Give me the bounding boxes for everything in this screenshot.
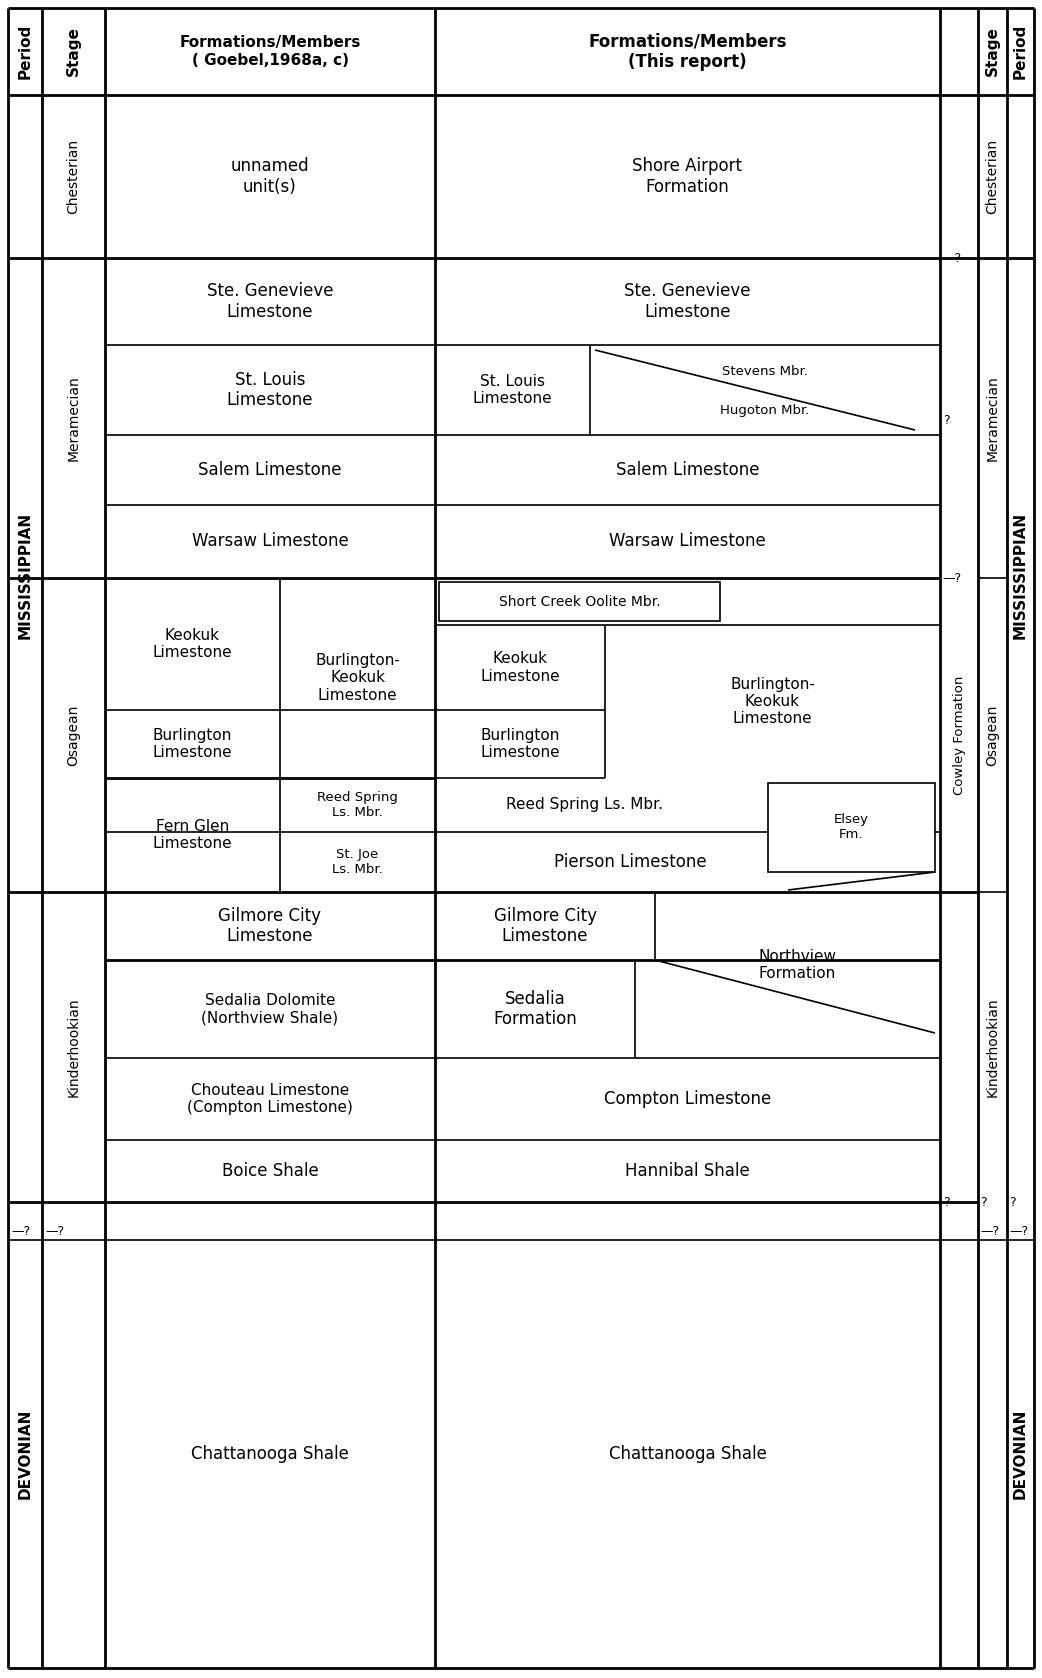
Text: Sedalia
Formation: Sedalia Formation [493,990,577,1029]
Text: Shore Airport
Formation: Shore Airport Formation [632,158,743,196]
Text: Gilmore City
Limestone: Gilmore City Limestone [219,906,322,945]
Text: DEVONIAN: DEVONIAN [1013,1410,1028,1498]
Text: Pierson Limestone: Pierson Limestone [553,852,706,871]
Text: Salem Limestone: Salem Limestone [616,461,760,478]
Text: unnamed
unit(s): unnamed unit(s) [230,158,309,196]
Text: Stage: Stage [66,27,81,77]
Text: Compton Limestone: Compton Limestone [604,1091,771,1107]
Text: Hannibal Shale: Hannibal Shale [625,1161,750,1180]
Text: Chattanooga Shale: Chattanooga Shale [191,1445,349,1463]
Text: Northview
Formation: Northview Formation [759,948,837,982]
Text: Period: Period [18,23,32,79]
Text: Warsaw Limestone: Warsaw Limestone [192,532,348,550]
Text: ?: ? [1009,1195,1016,1208]
Text: Burlington
Limestone: Burlington Limestone [153,728,232,760]
Text: Gilmore City
Limestone: Gilmore City Limestone [494,906,596,945]
Text: Kinderhookian: Kinderhookian [67,997,80,1097]
Text: Chesterian: Chesterian [67,139,80,215]
Text: St. Joe
Ls. Mbr.: St. Joe Ls. Mbr. [332,847,382,876]
Text: ?: ? [979,1195,987,1208]
Text: Keokuk
Limestone: Keokuk Limestone [153,628,232,659]
Text: Formations/Members
(This report): Formations/Members (This report) [589,32,787,70]
Text: Osagean: Osagean [986,705,999,765]
Text: Boice Shale: Boice Shale [222,1161,319,1180]
Text: Chesterian: Chesterian [986,139,999,215]
Text: Burlington-
Keokuk
Limestone: Burlington- Keokuk Limestone [730,676,815,727]
Text: —?: —? [979,1225,999,1238]
Text: Hugoton Mbr.: Hugoton Mbr. [720,404,810,418]
Text: Meramecian: Meramecian [986,376,999,461]
Text: Kinderhookian: Kinderhookian [986,997,999,1097]
Text: Chattanooga Shale: Chattanooga Shale [609,1445,767,1463]
Text: DEVONIAN: DEVONIAN [18,1410,32,1498]
Text: Formations/Members
( Goebel,1968a, c): Formations/Members ( Goebel,1968a, c) [179,35,361,67]
Text: Stage: Stage [985,27,1000,77]
Text: MISSISSIPPIAN: MISSISSIPPIAN [1013,512,1028,639]
Text: —?: —? [942,252,961,265]
Text: Period: Period [1013,23,1028,79]
Text: —?: —? [942,572,961,584]
Text: Ste. Genevieve
Limestone: Ste. Genevieve Limestone [206,282,333,320]
Text: Salem Limestone: Salem Limestone [198,461,342,478]
Text: Elsey
Fm.: Elsey Fm. [834,814,869,841]
Text: Stevens Mbr.: Stevens Mbr. [722,366,808,378]
Text: Reed Spring
Ls. Mbr.: Reed Spring Ls. Mbr. [317,790,398,819]
Text: Burlington-
Keokuk
Limestone: Burlington- Keokuk Limestone [315,653,400,703]
Text: Cowley Formation: Cowley Formation [952,675,966,795]
Text: Fern Glen
Limestone: Fern Glen Limestone [153,819,232,851]
Text: Keokuk
Limestone: Keokuk Limestone [480,651,560,683]
Text: Sedalia Dolomite
(Northview Shale): Sedalia Dolomite (Northview Shale) [201,993,339,1025]
Text: Warsaw Limestone: Warsaw Limestone [610,532,766,550]
Bar [439,582,720,621]
Text: MISSISSIPPIAN: MISSISSIPPIAN [18,512,32,639]
Text: Short Creek Oolite Mbr.: Short Creek Oolite Mbr. [499,594,661,609]
Text: —?: —? [11,1225,30,1238]
Text: —?: —? [45,1225,65,1238]
Bar [768,784,935,873]
Text: Burlington
Limestone: Burlington Limestone [480,728,560,760]
Text: ?: ? [943,1195,949,1208]
Text: ?: ? [943,413,949,426]
Text: Ste. Genevieve
Limestone: Ste. Genevieve Limestone [624,282,750,320]
Text: —?: —? [1009,1225,1028,1238]
Text: Reed Spring Ls. Mbr.: Reed Spring Ls. Mbr. [506,797,664,812]
Text: Osagean: Osagean [67,705,80,765]
Text: Meramecian: Meramecian [67,376,80,461]
Text: Chouteau Limestone
(Compton Limestone): Chouteau Limestone (Compton Limestone) [188,1082,353,1116]
Text: St. Louis
Limestone: St. Louis Limestone [473,374,552,406]
Text: St. Louis
Limestone: St. Louis Limestone [227,371,314,409]
